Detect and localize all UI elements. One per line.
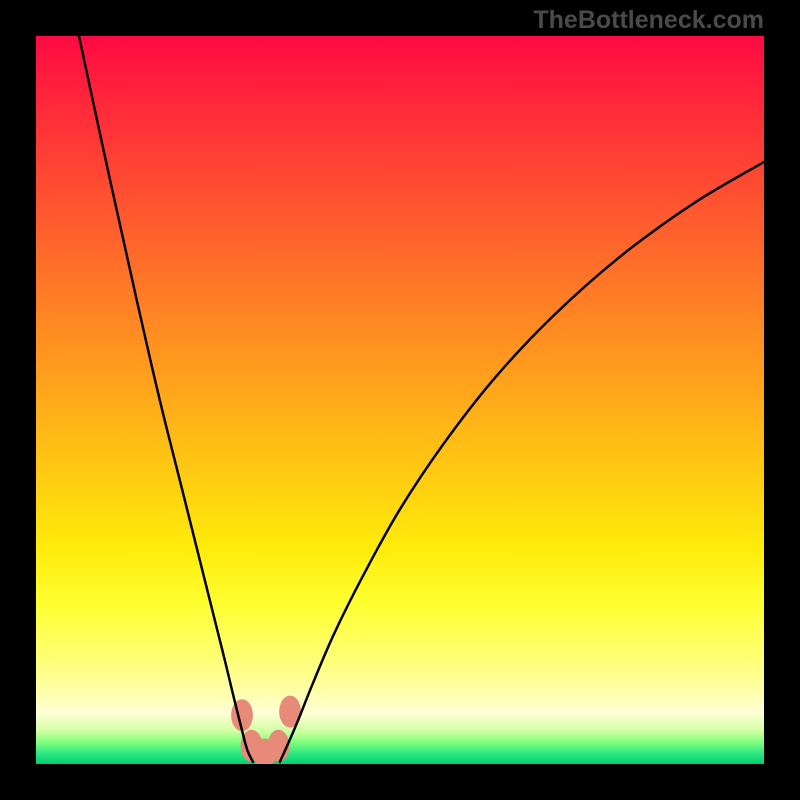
- chart-container: TheBottleneck.com: [0, 0, 800, 800]
- curve-right-branch: [280, 162, 764, 762]
- curve-left-branch: [79, 36, 253, 762]
- curve-layer: [36, 36, 764, 764]
- plot-area: [36, 36, 764, 764]
- watermark-text: TheBottleneck.com: [533, 6, 764, 35]
